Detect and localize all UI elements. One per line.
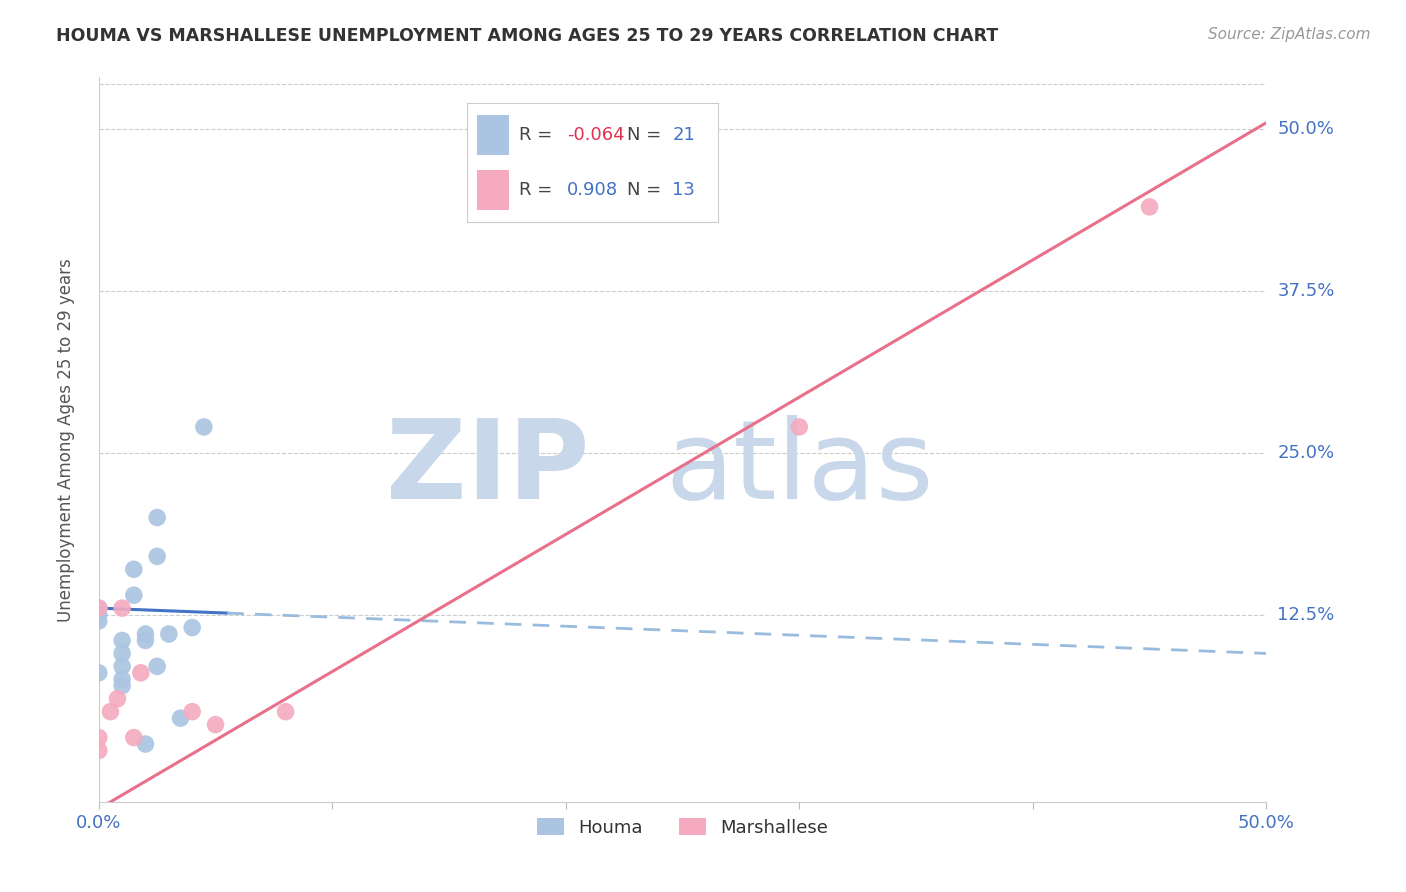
Point xyxy=(111,633,134,648)
Point xyxy=(146,549,169,564)
Point xyxy=(1139,200,1161,214)
Point xyxy=(193,420,215,434)
Text: ZIP: ZIP xyxy=(385,416,589,523)
Point xyxy=(87,743,110,757)
Y-axis label: Unemployment Among Ages 25 to 29 years: Unemployment Among Ages 25 to 29 years xyxy=(58,258,75,622)
Legend: Houma, Marshallese: Houma, Marshallese xyxy=(530,811,835,844)
Point xyxy=(146,659,169,673)
Text: 50.0%: 50.0% xyxy=(1278,120,1334,138)
Point xyxy=(122,731,145,745)
Point xyxy=(146,510,169,524)
Point xyxy=(169,711,191,725)
Point xyxy=(181,621,204,635)
Point xyxy=(87,614,110,628)
Point xyxy=(274,705,297,719)
Text: 25.0%: 25.0% xyxy=(1278,444,1334,462)
Point xyxy=(87,665,110,680)
Point xyxy=(100,705,122,719)
Point xyxy=(134,737,156,751)
Text: Source: ZipAtlas.com: Source: ZipAtlas.com xyxy=(1208,27,1371,42)
Point xyxy=(129,665,152,680)
Point xyxy=(87,601,110,615)
Point xyxy=(122,588,145,602)
Point xyxy=(134,633,156,648)
Point xyxy=(122,562,145,576)
Point xyxy=(111,601,134,615)
Point xyxy=(134,627,156,641)
Point xyxy=(111,679,134,693)
Point xyxy=(181,705,204,719)
Point xyxy=(87,607,110,622)
Point xyxy=(157,627,180,641)
Point xyxy=(204,717,226,731)
Text: 12.5%: 12.5% xyxy=(1278,606,1334,624)
Text: 37.5%: 37.5% xyxy=(1278,282,1334,300)
Point xyxy=(111,659,134,673)
Point xyxy=(87,601,110,615)
Point xyxy=(111,647,134,661)
Point xyxy=(87,731,110,745)
Point xyxy=(107,691,129,706)
Point xyxy=(787,420,810,434)
Point xyxy=(111,673,134,687)
Text: HOUMA VS MARSHALLESE UNEMPLOYMENT AMONG AGES 25 TO 29 YEARS CORRELATION CHART: HOUMA VS MARSHALLESE UNEMPLOYMENT AMONG … xyxy=(56,27,998,45)
Text: atlas: atlas xyxy=(665,416,934,523)
